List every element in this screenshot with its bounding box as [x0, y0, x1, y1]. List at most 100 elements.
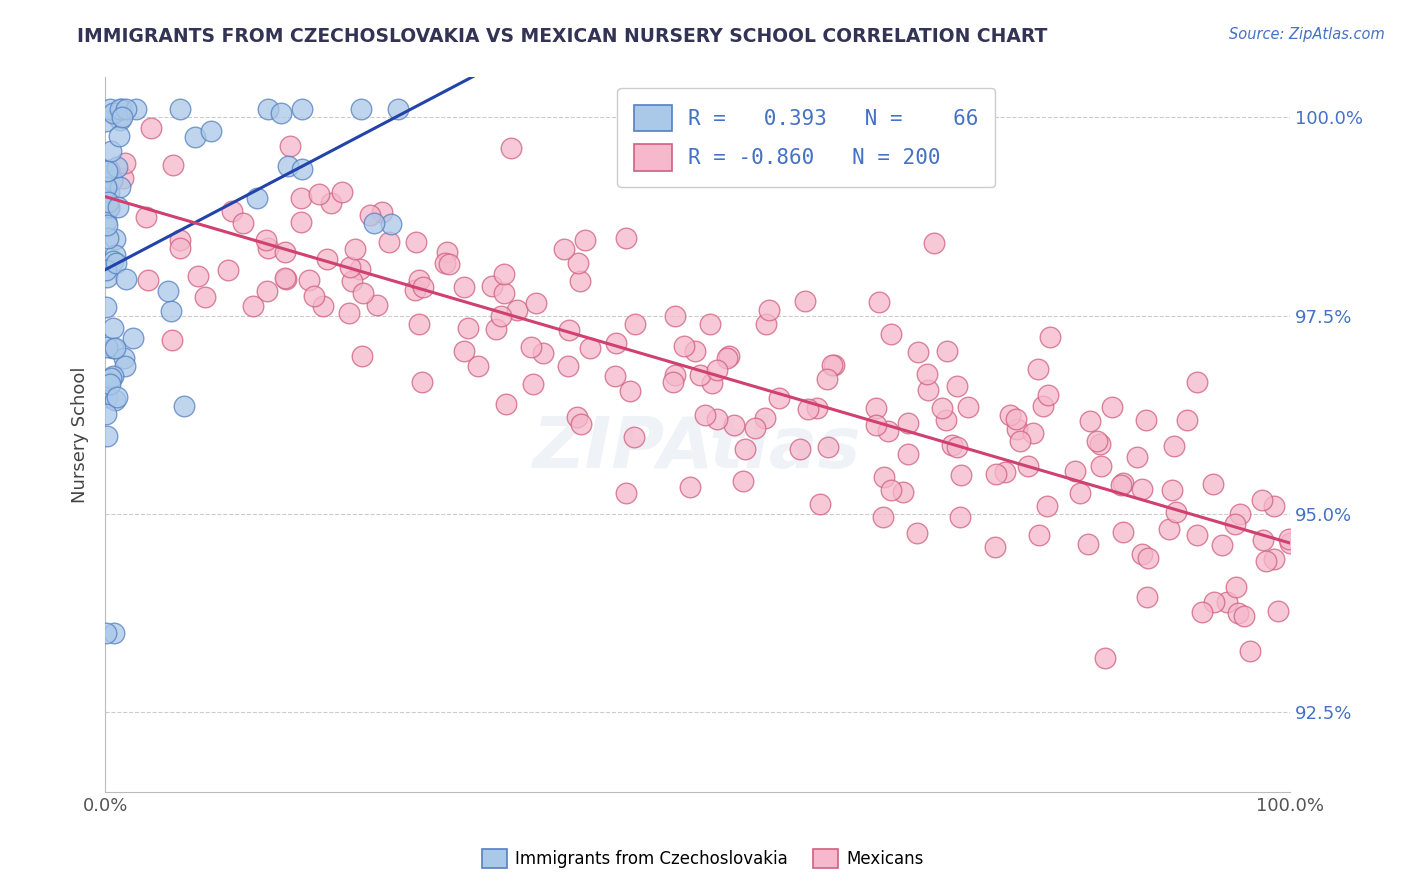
- Point: [453, 343, 475, 358]
- Point: [311, 299, 333, 313]
- Point: [408, 317, 430, 331]
- Point: [278, 139, 301, 153]
- Point: [101, 173, 124, 187]
- Point: [754, 411, 776, 425]
- Point: [1251, 533, 1274, 547]
- Point: [1039, 330, 1062, 344]
- Point: [1109, 477, 1132, 491]
- Point: [662, 376, 685, 390]
- Point: [97, 195, 120, 210]
- Point: [949, 467, 972, 482]
- Point: [1223, 517, 1246, 532]
- Point: [370, 205, 392, 219]
- Point: [558, 323, 581, 337]
- Point: [806, 401, 828, 416]
- Point: [96, 626, 118, 640]
- Point: [755, 318, 778, 332]
- Point: [111, 102, 134, 116]
- Point: [97, 185, 120, 199]
- Point: [107, 200, 129, 214]
- Point: [876, 424, 898, 438]
- Point: [706, 363, 728, 377]
- Point: [579, 341, 602, 355]
- Point: [291, 161, 314, 176]
- Point: [1239, 643, 1261, 657]
- Point: [614, 486, 637, 500]
- Point: [941, 438, 963, 452]
- Point: [1278, 536, 1301, 550]
- Point: [1032, 400, 1054, 414]
- Point: [125, 102, 148, 116]
- Point: [907, 345, 929, 359]
- Point: [1112, 476, 1135, 491]
- Legend: R =   0.393   N =    66, R = -0.860   N = 200: R = 0.393 N = 66, R = -0.860 N = 200: [617, 87, 995, 187]
- Point: [905, 525, 928, 540]
- Point: [103, 342, 125, 356]
- Point: [1215, 595, 1237, 609]
- Point: [1225, 580, 1247, 594]
- Point: [1202, 594, 1225, 608]
- Point: [935, 413, 957, 427]
- Point: [411, 375, 433, 389]
- Point: [1161, 483, 1184, 497]
- Point: [1063, 464, 1085, 478]
- Point: [616, 231, 638, 245]
- Point: [136, 273, 159, 287]
- Point: [404, 283, 426, 297]
- Point: [794, 293, 817, 308]
- Point: [1202, 477, 1225, 491]
- Point: [664, 309, 686, 323]
- Point: [254, 233, 277, 247]
- Point: [522, 376, 544, 391]
- Point: [111, 110, 134, 124]
- Point: [246, 191, 269, 205]
- Point: [108, 113, 131, 128]
- Point: [194, 290, 217, 304]
- Point: [495, 397, 517, 411]
- Point: [169, 241, 191, 255]
- Point: [98, 376, 121, 391]
- Point: [917, 383, 939, 397]
- Point: [101, 106, 124, 120]
- Point: [768, 391, 790, 405]
- Y-axis label: Nursery School: Nursery School: [72, 367, 89, 503]
- Point: [868, 294, 890, 309]
- Point: [891, 485, 914, 500]
- Point: [96, 163, 118, 178]
- Point: [1227, 606, 1250, 620]
- Point: [1187, 375, 1209, 389]
- Point: [104, 392, 127, 407]
- Point: [169, 233, 191, 247]
- Point: [160, 333, 183, 347]
- Point: [922, 236, 945, 251]
- Point: [377, 235, 399, 249]
- Point: [1008, 434, 1031, 449]
- Point: [100, 144, 122, 158]
- Point: [1164, 505, 1187, 519]
- Point: [1267, 604, 1289, 618]
- Point: [723, 418, 745, 433]
- Point: [672, 339, 695, 353]
- Point: [1087, 434, 1109, 448]
- Point: [1263, 499, 1285, 513]
- Point: [160, 304, 183, 318]
- Point: [1077, 537, 1099, 551]
- Point: [815, 372, 838, 386]
- Point: [139, 120, 162, 135]
- Point: [1005, 422, 1028, 436]
- Point: [337, 306, 360, 320]
- Point: [1211, 538, 1233, 552]
- Point: [105, 161, 128, 175]
- Point: [956, 400, 979, 414]
- Point: [569, 274, 592, 288]
- Point: [104, 248, 127, 262]
- Point: [880, 326, 903, 341]
- Point: [1263, 552, 1285, 566]
- Point: [897, 447, 920, 461]
- Point: [679, 480, 702, 494]
- Point: [184, 129, 207, 144]
- Point: [1135, 413, 1157, 427]
- Point: [1233, 609, 1256, 624]
- Point: [104, 255, 127, 269]
- Point: [110, 102, 132, 116]
